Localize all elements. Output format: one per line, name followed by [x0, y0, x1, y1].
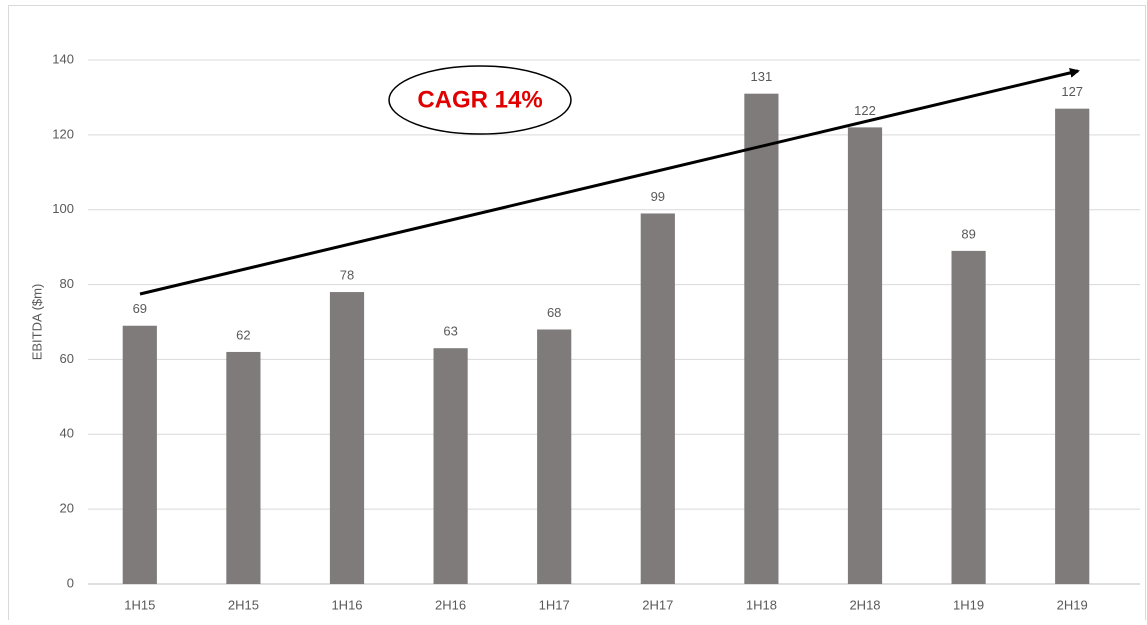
y-tick-label: 80	[60, 276, 74, 291]
plot-area: 0 20 40 60 80 100 120 140 1H15 69 2H15 62 1H16 78 2H16…	[52, 51, 1140, 612]
x-tick-label: 2H16	[435, 597, 466, 612]
data-label: 89	[961, 226, 975, 241]
x-tick-label: 1H17	[539, 597, 570, 612]
data-label: 78	[340, 267, 354, 282]
annotation-ellipse	[388, 65, 572, 135]
trend-arrow	[139, 67, 1080, 296]
bar	[433, 348, 468, 584]
bar	[640, 213, 675, 584]
y-tick-label: 40	[60, 426, 74, 441]
bar	[122, 325, 157, 584]
data-label: 62	[236, 327, 250, 342]
y-tick-label: 100	[52, 201, 74, 216]
y-tick-label: 20	[60, 501, 74, 516]
data-label: 127	[1061, 84, 1083, 99]
bar	[951, 250, 986, 584]
x-tick-label: 1H15	[124, 597, 155, 612]
bar	[847, 127, 883, 584]
data-label: 63	[443, 324, 457, 339]
chart-border	[8, 5, 1146, 625]
data-label: 131	[751, 69, 773, 84]
bar	[226, 351, 261, 584]
data-label: 69	[133, 301, 147, 316]
y-axis-label: EBITDA ($m)	[29, 284, 44, 361]
y-tick-label: 120	[52, 126, 74, 141]
x-tick-label: 1H18	[746, 597, 777, 612]
x-tick-label: 1H19	[953, 597, 984, 612]
data-label: 122	[854, 103, 876, 118]
x-tick-label: 2H17	[642, 597, 673, 612]
x-tick-label: 2H19	[1057, 597, 1088, 612]
bar	[329, 292, 365, 584]
annotation: CAGR 14%	[417, 86, 542, 113]
x-tick-label: 2H15	[228, 597, 259, 612]
y-tick-label: 60	[60, 351, 74, 366]
bar	[744, 93, 779, 584]
x-tick-label: 2H18	[849, 597, 880, 612]
y-tick-label: 0	[67, 575, 74, 590]
x-tick-label: 1H16	[331, 597, 362, 612]
bar	[1055, 108, 1090, 585]
data-label: 68	[547, 305, 561, 320]
data-label: 99	[651, 189, 665, 204]
y-tick-label: 140	[52, 51, 74, 66]
bar	[537, 329, 572, 584]
